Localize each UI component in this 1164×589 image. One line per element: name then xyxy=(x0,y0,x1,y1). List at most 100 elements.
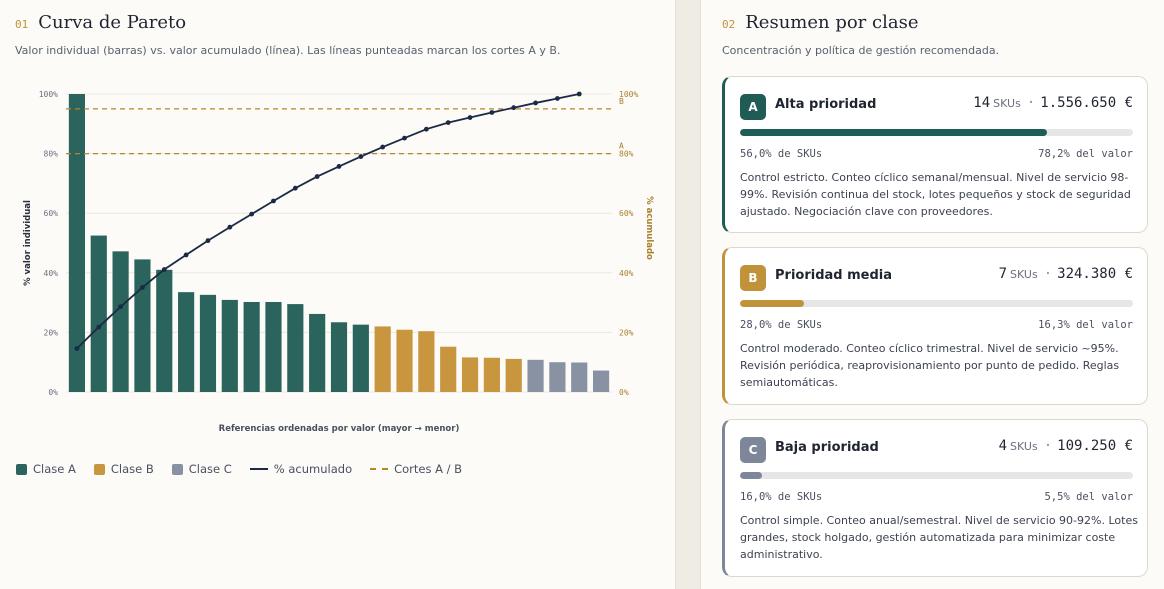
cumulative-point xyxy=(511,105,517,111)
bar xyxy=(287,304,304,392)
policy-description: Control estricto. Conteo cíclico semanal… xyxy=(740,171,1131,218)
legend-cumulative: % acumulado xyxy=(249,462,352,476)
y2-tick-label: 40% xyxy=(619,269,634,278)
cumulative-point xyxy=(489,110,495,115)
y-axis-title: % valor individual xyxy=(23,200,33,286)
bar xyxy=(156,269,173,392)
bar xyxy=(134,259,151,392)
bar xyxy=(505,358,522,392)
legend-label-c: Clase C xyxy=(188,462,232,476)
y2-tick-label: 80% xyxy=(619,150,634,159)
legend-dash-swatch xyxy=(370,468,389,470)
cut-label: B xyxy=(619,97,624,106)
bar xyxy=(549,362,566,392)
class-card-c: C Baja prioridad 4 SKUs · 109.250 € 16,0% d… xyxy=(722,419,1148,577)
bar xyxy=(527,359,544,392)
chart-legend: Clase A Clase B Clase C % acumulado Cort… xyxy=(16,462,480,476)
cut-label: A xyxy=(619,142,624,151)
bar xyxy=(592,370,610,392)
y-tick-label: 20% xyxy=(44,328,59,337)
cumulative-point xyxy=(467,115,473,120)
legend-class-a: Clase A xyxy=(16,462,76,476)
cumulative-point xyxy=(183,252,189,258)
value-progress-fill xyxy=(740,129,1048,136)
legend-label-b: Clase B xyxy=(110,462,154,476)
sku-unit: SKUs xyxy=(1010,268,1038,281)
cumulative-point xyxy=(249,211,255,217)
cumulative-point xyxy=(118,304,123,310)
class-badge: C xyxy=(740,437,766,463)
sku-unit: SKUs xyxy=(993,97,1021,110)
bar xyxy=(68,94,86,392)
cumulative-point xyxy=(533,100,538,106)
cumulative-point xyxy=(380,144,386,150)
section-subtitle: Valor individual (barras) vs. valor acum… xyxy=(15,44,561,57)
value-progress-track xyxy=(740,472,1133,479)
cumulative-point xyxy=(292,185,298,191)
cumulative-point xyxy=(576,91,582,97)
class-stats: 14 SKUs · 1.556.650 € xyxy=(973,95,1133,111)
bar xyxy=(396,329,413,392)
y2-tick-label: 0% xyxy=(619,388,629,397)
class-title: Baja prioridad xyxy=(775,440,879,455)
class-title: Alta prioridad xyxy=(775,97,877,112)
sku-count: 7 xyxy=(998,266,1008,282)
stats-separator: · xyxy=(1043,266,1053,282)
legend-swatch-a xyxy=(16,463,27,475)
section-number: 01 xyxy=(15,18,29,31)
y2-axis-title: % acumulado xyxy=(644,196,654,260)
stats-separator: · xyxy=(1026,95,1036,111)
sku-count: 14 xyxy=(973,95,991,111)
sku-unit: SKUs xyxy=(1010,440,1038,453)
section-number: 02 xyxy=(722,18,736,31)
y-tick-label: 0% xyxy=(48,388,58,397)
cumulative-point xyxy=(445,120,451,126)
x-axis-title: Referencias ordenadas por valor (mayor →… xyxy=(219,424,460,434)
legend-class-c: Clase C xyxy=(171,462,232,476)
y-tick-label: 40% xyxy=(44,269,59,278)
sku-count: 4 xyxy=(998,438,1008,454)
cumulative-point xyxy=(358,154,364,159)
cumulative-point xyxy=(314,174,320,179)
class-card-a: A Alta prioridad 14 SKUs · 1.556.650 € 56,0… xyxy=(722,76,1148,233)
bar xyxy=(265,302,282,392)
legend-label-a: Clase A xyxy=(33,462,76,476)
cumulative-point xyxy=(161,267,167,272)
y2-tick-label: 60% xyxy=(619,209,634,218)
bar xyxy=(112,251,129,392)
value-share: 16,3% del valor xyxy=(1038,319,1133,331)
policy-description: Control moderado. Conteo cíclico trimest… xyxy=(740,342,1120,389)
class-title: Prioridad media xyxy=(775,268,892,283)
value-share: 78,2% del valor xyxy=(1038,148,1133,160)
value-progress-fill xyxy=(740,472,762,479)
class-badge: B xyxy=(740,265,766,291)
cumulative-point xyxy=(74,346,80,351)
legend-class-b: Clase B xyxy=(93,462,154,476)
legend-label-cuts: Cortes A / B xyxy=(394,462,463,476)
class-card-b: B Prioridad media 7 SKUs · 324.380 € 28,0% … xyxy=(722,247,1148,405)
section-subtitle: Concentración y política de gestión reco… xyxy=(722,44,1000,57)
sku-share: 28,0% de SKUs xyxy=(740,319,823,331)
cumulative-point xyxy=(555,96,560,101)
bar xyxy=(418,331,435,392)
bar xyxy=(374,326,391,392)
class-stats: 7 SKUs · 324.380 € xyxy=(999,266,1133,282)
bar xyxy=(330,322,348,392)
y-tick-label: 100% xyxy=(39,90,58,99)
value-progress-fill xyxy=(740,300,805,307)
cumulative-point xyxy=(140,285,145,290)
section-title: Resumen por clase xyxy=(745,12,919,33)
class-value: 324.380 € xyxy=(1057,266,1133,282)
summary-header: 02 Resumen por clase xyxy=(722,12,918,33)
sku-share: 16,0% de SKUs xyxy=(740,491,823,503)
bar xyxy=(440,346,457,392)
bar xyxy=(90,235,107,392)
value-progress-track xyxy=(740,300,1133,307)
value-progress-track xyxy=(740,129,1133,136)
section-title: Curva de Pareto xyxy=(38,12,187,33)
stats-separator: · xyxy=(1043,438,1053,454)
cumulative-point xyxy=(205,238,211,244)
bar xyxy=(309,313,326,392)
legend-swatch-c xyxy=(171,463,183,475)
pareto-chart: A B 0% 0% 20% 20% 40% 40% 60% 60% 80% 80% 100% 100% R… xyxy=(23,90,654,434)
